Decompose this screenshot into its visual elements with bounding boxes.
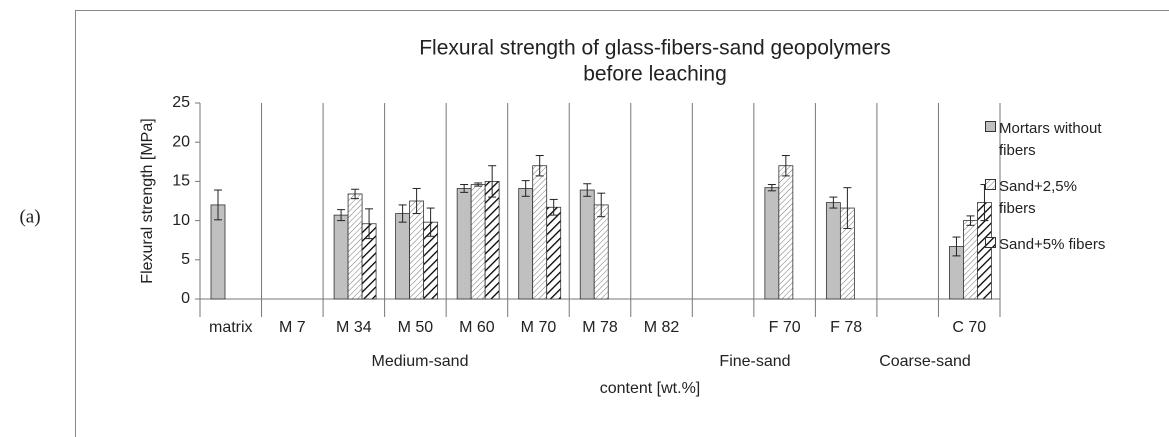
error-bar — [583, 183, 592, 197]
y-tick-label: 5 — [181, 251, 190, 268]
x-tick-label: M 7 — [279, 319, 306, 336]
error-bar — [781, 155, 790, 177]
bar — [470, 184, 486, 300]
error-bar — [597, 192, 606, 218]
legend-swatch-box — [985, 237, 996, 248]
error-bar — [488, 165, 497, 198]
legend-swatch — [985, 121, 996, 132]
legend-entry: Sand+5% fibers — [985, 234, 1169, 256]
bar — [333, 214, 349, 300]
y-tick-label: 10 — [172, 212, 190, 229]
bar — [963, 220, 978, 300]
error-bar — [767, 184, 776, 192]
bar — [347, 193, 363, 300]
group-label: Fine-sand — [719, 353, 790, 370]
error-bar — [843, 187, 852, 229]
bar — [518, 188, 534, 300]
error-bar — [412, 187, 421, 215]
error-bar — [214, 189, 222, 221]
error-bar — [460, 184, 469, 193]
x-tick-label: M 78 — [582, 319, 618, 336]
bar — [456, 188, 472, 300]
bar — [546, 206, 562, 300]
chart-title: before leaching — [583, 63, 727, 86]
legend-swatch — [985, 179, 996, 190]
legend-label: Mortars without fibers — [999, 120, 1102, 159]
y-axis-label: Flexural strength [MPa] — [139, 118, 156, 283]
x-tick-label: F 78 — [830, 319, 862, 336]
legend-entry: Sand+2,5% fibers — [985, 176, 1169, 220]
bar — [579, 189, 595, 300]
bar — [593, 204, 609, 300]
x-axis-label: content [wt.%] — [600, 380, 701, 397]
legend: Mortars without fibers Sand+2,5% fibers Sa… — [985, 118, 1169, 270]
y-tick-label: 25 — [172, 94, 190, 111]
y-tick-label: 0 — [181, 290, 190, 307]
panel-label: (a) — [19, 206, 40, 227]
legend-label: Sand+5% fibers — [999, 236, 1106, 253]
error-bar — [966, 215, 975, 226]
x-tick-label: M 82 — [644, 319, 680, 336]
x-tick-label: matrix — [209, 319, 253, 336]
error-bar — [535, 155, 544, 177]
x-tick-label: F 70 — [769, 319, 801, 336]
error-bar — [474, 182, 483, 187]
x-tick-label: C 70 — [952, 319, 986, 336]
x-tick-label: M 50 — [398, 319, 434, 336]
error-bar — [521, 180, 530, 197]
error-bar — [829, 196, 838, 209]
chart-title: Flexural strength of glass-fibers-sand g… — [419, 37, 891, 60]
y-tick-label: 20 — [172, 133, 190, 150]
bar — [532, 165, 548, 300]
legend-label: Sand+2,5% fibers — [999, 178, 1077, 217]
legend-entry: Mortars without fibers — [985, 118, 1169, 162]
bar — [778, 165, 794, 300]
error-bar — [952, 236, 961, 257]
legend-swatch-box — [985, 179, 996, 190]
error-bar — [365, 208, 374, 240]
group-label: Medium-sand — [372, 353, 469, 370]
error-bar — [426, 207, 435, 237]
bar — [484, 180, 500, 300]
error-bar — [549, 198, 558, 216]
bar — [395, 213, 411, 300]
x-tick-label: M 34 — [336, 319, 372, 336]
error-bar — [398, 204, 407, 223]
legend-swatch — [985, 237, 996, 248]
x-tick-label: M 70 — [521, 319, 557, 336]
y-tick-label: 15 — [172, 173, 190, 190]
x-tick-label: M 60 — [459, 319, 495, 336]
group-label: Coarse-sand — [879, 353, 971, 370]
bar — [409, 200, 425, 300]
error-bar — [351, 188, 360, 200]
error-bar — [337, 209, 346, 222]
bar — [825, 202, 841, 300]
bar — [764, 187, 780, 300]
legend-swatch-box — [985, 121, 996, 132]
